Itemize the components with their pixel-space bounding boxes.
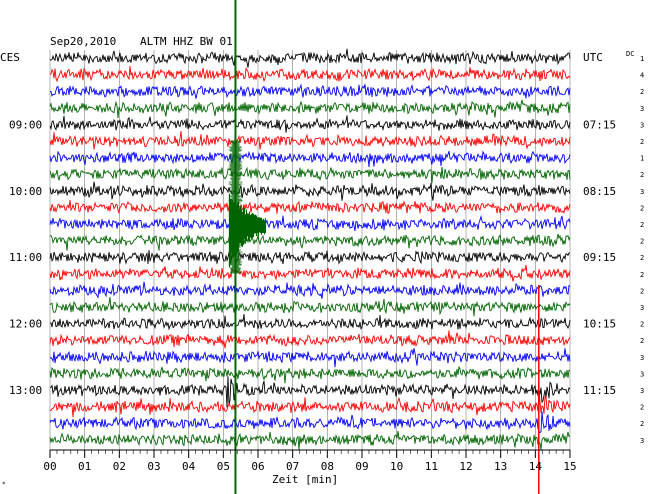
x-tick-label: 10 bbox=[390, 460, 403, 473]
corner-mark: * bbox=[2, 481, 6, 488]
trace-row-10 bbox=[49, 214, 571, 231]
trace-row-4 bbox=[49, 115, 571, 133]
x-tick-label: 04 bbox=[182, 460, 196, 473]
dc-value: 2 bbox=[640, 221, 644, 229]
right-time-label: 10:15 bbox=[583, 318, 616, 331]
left-time-label: 10:00 bbox=[9, 185, 42, 198]
dc-value: 2 bbox=[640, 171, 644, 179]
x-tick-label: 12 bbox=[459, 460, 472, 473]
trace-row-1 bbox=[49, 66, 571, 83]
event-group bbox=[228, 0, 540, 494]
event-column-green bbox=[228, 140, 243, 274]
trace-row-22 bbox=[49, 411, 571, 434]
right-timezone-label: UTC bbox=[583, 51, 603, 64]
time-label-group: 09:00 10:00 11:00 12:00 13:00 07:15 08:15 09:15… bbox=[9, 55, 644, 445]
trace-row-14 bbox=[49, 281, 571, 299]
dc-value: 3 bbox=[640, 188, 644, 196]
x-tick-label: 02 bbox=[113, 460, 126, 473]
right-time-label: 08:15 bbox=[583, 185, 616, 198]
left-time-label: 09:00 bbox=[9, 118, 42, 131]
trace-row-13 bbox=[49, 265, 571, 282]
dc-value: 3 bbox=[640, 304, 644, 312]
trace-row-21 bbox=[49, 389, 571, 418]
trace-row-8 bbox=[49, 181, 571, 201]
x-tick-label: 03 bbox=[147, 460, 160, 473]
trace-row-7 bbox=[49, 166, 571, 184]
grid-lines bbox=[49, 50, 571, 450]
x-tick-label: 09 bbox=[355, 460, 368, 473]
trace-row-11 bbox=[49, 233, 571, 251]
trace-row-16 bbox=[49, 314, 571, 331]
trace-row-2 bbox=[49, 83, 571, 99]
x-tick-label: 00 bbox=[43, 460, 56, 473]
x-tick-label: 07 bbox=[286, 460, 299, 473]
x-axis: 00 01 02 03 04 05 06 07 08 09 10 11 12 13 14 15 bbox=[43, 449, 577, 473]
trace-row-3 bbox=[49, 99, 571, 119]
trace-row-12 bbox=[49, 250, 571, 265]
trace-row-23 bbox=[49, 431, 571, 450]
x-tick-label: 01 bbox=[78, 460, 91, 473]
dc-value: 2 bbox=[640, 321, 644, 329]
dc-value: 2 bbox=[640, 420, 644, 428]
chart-station: ALTM HHZ BW 01 bbox=[140, 35, 233, 48]
left-time-label: 12:00 bbox=[9, 318, 42, 331]
left-timezone-label: CES bbox=[0, 51, 20, 64]
dc-value: 3 bbox=[640, 354, 644, 362]
trace-row-20 bbox=[49, 376, 571, 408]
trace-row-17 bbox=[49, 330, 571, 349]
trace-row-19 bbox=[49, 366, 571, 384]
trace-row-18 bbox=[49, 348, 571, 368]
dc-value: 2 bbox=[640, 138, 644, 146]
right-time-label: 11:15 bbox=[583, 384, 616, 397]
dc-value: 2 bbox=[640, 204, 644, 212]
x-tick-label: 15 bbox=[563, 460, 576, 473]
right-time-label: 09:15 bbox=[583, 251, 616, 264]
dc-value: 2 bbox=[640, 337, 644, 345]
x-tick-label: 06 bbox=[251, 460, 264, 473]
x-tick-label: 05 bbox=[217, 460, 230, 473]
dc-value: 3 bbox=[640, 437, 644, 445]
trace-group bbox=[49, 48, 571, 450]
trace-row-6 bbox=[49, 150, 571, 168]
dc-value: 1 bbox=[640, 155, 644, 163]
dc-value: 3 bbox=[640, 121, 644, 129]
dc-value: 3 bbox=[640, 370, 644, 378]
x-tick-label: 11 bbox=[425, 460, 438, 473]
dc-value: 1 bbox=[640, 55, 644, 63]
x-axis-label: Zeit [min] bbox=[272, 473, 338, 486]
dc-label: DC bbox=[626, 50, 634, 58]
trace-row-9 bbox=[49, 199, 571, 215]
chart-date: Sep20,2010 bbox=[50, 35, 116, 48]
dc-value: 4 bbox=[640, 72, 644, 80]
right-time-label: 07:15 bbox=[583, 118, 616, 131]
left-time-label: 13:00 bbox=[9, 384, 42, 397]
dc-value: 2 bbox=[640, 238, 644, 246]
trace-row-0 bbox=[49, 48, 571, 68]
dc-value: 2 bbox=[640, 404, 644, 412]
trace-row-5 bbox=[49, 130, 571, 150]
left-time-label: 11:00 bbox=[9, 251, 42, 264]
dc-value: 3 bbox=[640, 105, 644, 113]
dc-value: 2 bbox=[640, 254, 644, 262]
dc-value: 3 bbox=[640, 387, 644, 395]
dc-value: 2 bbox=[640, 271, 644, 279]
x-tick-label: 14 bbox=[529, 460, 543, 473]
trace-row-15 bbox=[49, 297, 571, 317]
dc-value: 2 bbox=[640, 88, 644, 96]
x-tick-label: 08 bbox=[321, 460, 334, 473]
dc-value: 2 bbox=[640, 287, 644, 295]
x-tick-label: 13 bbox=[494, 460, 507, 473]
